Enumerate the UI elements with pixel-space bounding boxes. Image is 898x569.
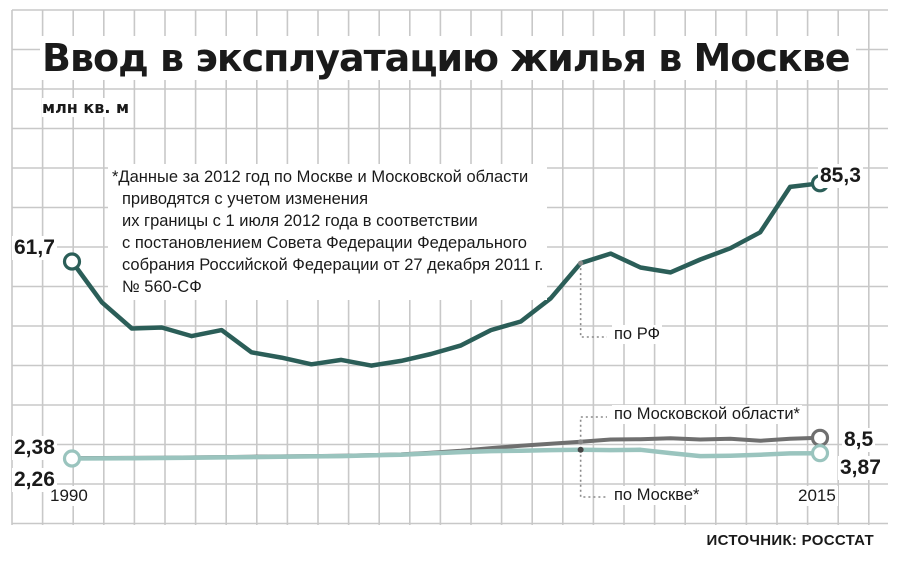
footnote-line: с постановлением Совета Федерации Федера… bbox=[122, 234, 527, 252]
leader-dot bbox=[578, 260, 584, 266]
rf-start-value-label: 61,7 bbox=[12, 236, 57, 260]
footnote-line: *Данные за 2012 год по Москве и Московск… bbox=[112, 168, 529, 186]
series-layer bbox=[69, 181, 823, 461]
leader-dot bbox=[578, 439, 584, 445]
footnote-line: № 560-СФ bbox=[122, 278, 202, 296]
mo-series-label: по Московской области* bbox=[612, 405, 802, 424]
marker-moscow-end bbox=[810, 444, 830, 463]
rf-end-value-label: 85,3 bbox=[818, 164, 863, 188]
source-label: ИСТОЧНИК: РОССТАТ bbox=[702, 532, 878, 549]
marker-moscow-start bbox=[62, 449, 82, 468]
series-line-rf bbox=[69, 181, 823, 368]
unit-label: млн кв. м bbox=[42, 98, 134, 117]
footnote-line: приводятся с учетом изменения bbox=[122, 190, 369, 208]
annotation-leaders bbox=[577, 260, 607, 498]
leader-rf bbox=[579, 263, 607, 338]
msk-end-value-label: 3,87 bbox=[838, 456, 883, 480]
mo-start-value-label: 2,38 bbox=[12, 436, 57, 460]
marker-rf-start bbox=[62, 252, 82, 271]
msk-series-label: по Москве* bbox=[612, 486, 702, 505]
marker-moscow-oblast-end bbox=[810, 428, 830, 447]
footnote-line: их границы с 1 июля 2012 года в соответс… bbox=[122, 212, 478, 230]
mo-end-value-label: 8,5 bbox=[842, 428, 876, 452]
leader-dot bbox=[577, 446, 584, 453]
leader-moscow bbox=[579, 449, 607, 498]
x-tick-label: 1990 bbox=[48, 486, 90, 506]
x-tick-label: 2015 bbox=[796, 486, 838, 506]
msk-start-value-label: 2,26 bbox=[12, 468, 57, 492]
series-line-moscow bbox=[69, 447, 823, 461]
footnote-line: собрания Российской Федерации от 27 дека… bbox=[122, 256, 544, 274]
footnote: *Данные за 2012 год по Москве и Московск… bbox=[108, 164, 548, 300]
rf-series-label: по РФ bbox=[612, 325, 663, 344]
chart-title: Ввод в эксплуатацию жилья в Москве bbox=[40, 36, 856, 80]
